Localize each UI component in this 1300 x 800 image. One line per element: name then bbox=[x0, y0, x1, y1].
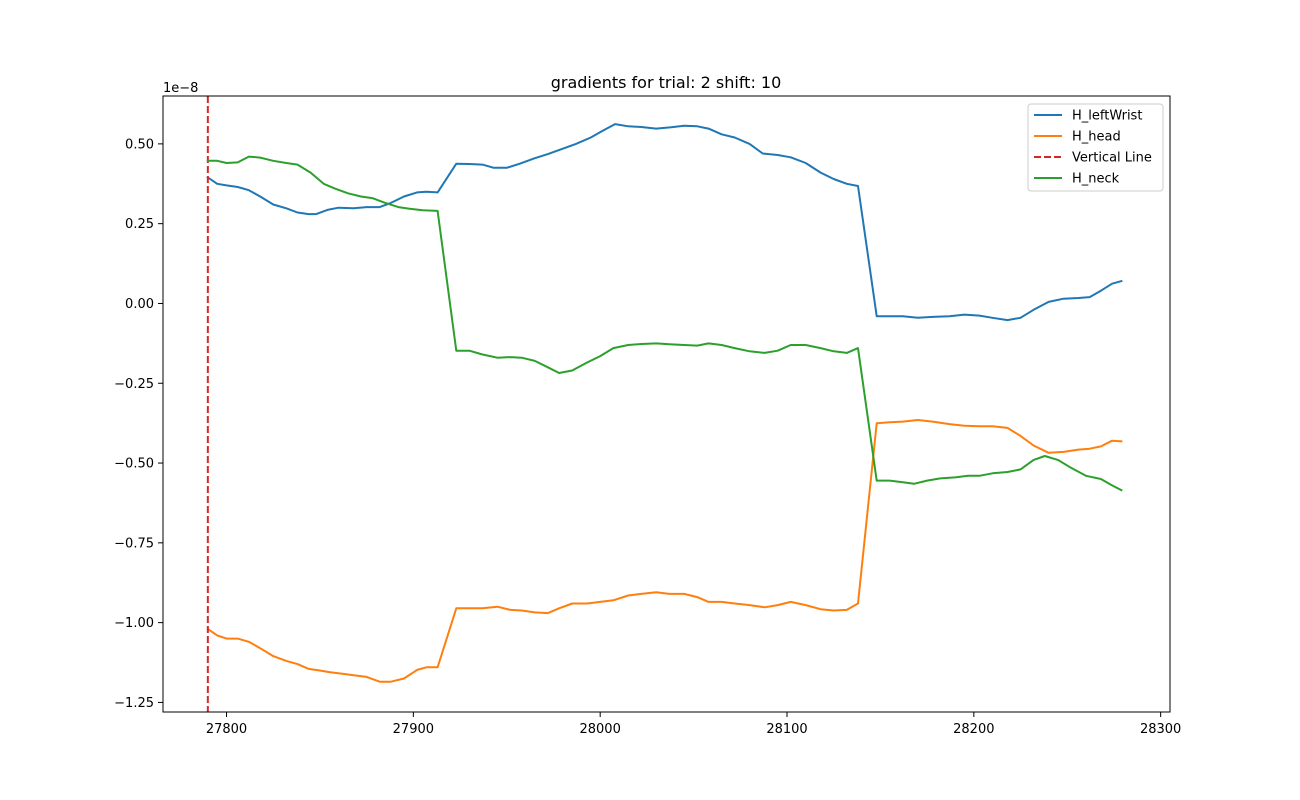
x-tick-label: 28300 bbox=[1140, 722, 1181, 737]
series-layer bbox=[206, 96, 1123, 712]
y-tick-label: 0.50 bbox=[125, 137, 154, 152]
y-offset-text: 1e−8 bbox=[163, 81, 198, 96]
x-tick-label: 27900 bbox=[393, 722, 434, 737]
y-tick-label: −0.75 bbox=[114, 536, 154, 551]
legend-box bbox=[1027, 103, 1164, 192]
y-tick-label: −0.50 bbox=[114, 457, 154, 472]
y-tick-label: −1.00 bbox=[114, 616, 154, 631]
x-tick-label: 27800 bbox=[206, 722, 247, 737]
x-tick-label: 28100 bbox=[766, 722, 807, 737]
legend-label: H_head bbox=[1072, 130, 1121, 145]
y-tick-label: 0.00 bbox=[125, 297, 154, 312]
x-tick-label: 28000 bbox=[579, 722, 620, 737]
x-axis: 27800 27900 28000 28100 28200 28300 bbox=[206, 712, 1181, 737]
x-tick-label: 28200 bbox=[953, 722, 994, 737]
legend-label: H_leftWrist bbox=[1072, 109, 1142, 124]
legend-label: H_neck bbox=[1072, 172, 1120, 187]
y-axis: 0.50 0.25 0.00 −0.25 −0.50 −0.75 −1.00 −1.25 bbox=[114, 137, 163, 711]
series-line-h-leftwrist bbox=[206, 123, 1123, 322]
series-line-h-neck bbox=[206, 155, 1123, 492]
plot-background bbox=[163, 96, 1170, 712]
plot-area bbox=[162, 95, 1171, 713]
y-tick-label: −0.25 bbox=[114, 377, 154, 392]
legend-label: Vertical Line bbox=[1072, 151, 1152, 166]
chart-title: gradients for trial: 2 shift: 10 bbox=[551, 73, 782, 92]
plot-frame bbox=[162, 95, 1171, 713]
series-line-h-head bbox=[206, 419, 1123, 683]
legend: H_leftWrist H_head Vertical Line H_neck bbox=[1027, 103, 1164, 192]
y-tick-label: 0.25 bbox=[125, 217, 154, 232]
y-tick-label: −1.25 bbox=[114, 696, 154, 711]
